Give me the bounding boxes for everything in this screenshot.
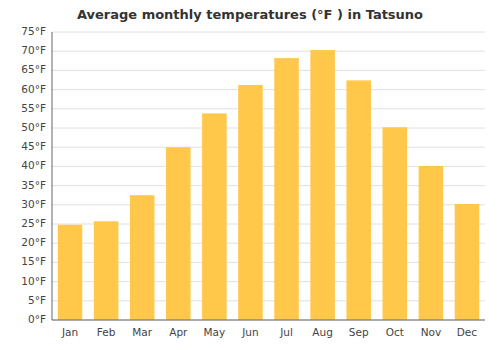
bar: [346, 80, 371, 320]
x-tick-label: Sep: [349, 326, 369, 338]
grid-line: [52, 128, 485, 129]
grid-line: [52, 147, 485, 148]
grid-line: [52, 70, 485, 71]
x-tick-label: May: [204, 326, 226, 338]
y-tick-label: 30°F: [21, 198, 46, 210]
y-tick-label: 70°F: [21, 44, 46, 56]
x-tick-label: Jul: [279, 326, 293, 338]
grid-line: [52, 32, 485, 33]
y-tick-label: 35°F: [21, 179, 46, 191]
bar: [310, 50, 335, 320]
grid-line: [52, 51, 485, 52]
grid-line: [52, 108, 485, 109]
bar: [274, 58, 299, 320]
x-tick-label: Jan: [61, 326, 78, 338]
x-tick-label: Nov: [421, 326, 442, 338]
bar: [58, 225, 83, 320]
y-tick-label: 0°F: [28, 313, 46, 325]
y-tick-label: 40°F: [21, 159, 46, 171]
bars: [58, 50, 479, 320]
title: Average monthly temperatures (°F ) in Ta…: [77, 7, 423, 22]
bar: [130, 195, 155, 320]
y-axis-line: [52, 32, 53, 320]
bar: [383, 127, 408, 320]
y-tick-label: 50°F: [21, 121, 46, 133]
x-tick-label: Jun: [241, 326, 258, 338]
bar: [202, 113, 227, 320]
chart-svg: Average monthly temperatures (°F ) in Ta…: [0, 0, 500, 350]
grid-line: [52, 89, 485, 90]
y-tick-label: 20°F: [21, 236, 46, 248]
bar: [238, 85, 263, 320]
x-tick-label: Apr: [169, 326, 188, 338]
bar: [166, 147, 191, 320]
bar: [419, 166, 444, 320]
y-tick-label: 25°F: [21, 217, 46, 229]
y-tick-label: 15°F: [21, 255, 46, 267]
x-axis: Jan Feb Mar Apr May Jun Jul Aug Sep Oct Nov Dec: [61, 326, 477, 338]
x-tick-label: Feb: [97, 326, 116, 338]
y-tick-label: 5°F: [28, 294, 46, 306]
chart-container: Average monthly temperatures (°F ) in Ta…: [0, 0, 500, 350]
y-tick-label: 60°F: [21, 83, 46, 95]
x-tick-label: Mar: [132, 326, 152, 338]
y-tick-label: 75°F: [21, 25, 46, 37]
x-tick-label: Oct: [386, 326, 404, 338]
bar: [94, 221, 119, 320]
bar: [455, 204, 480, 320]
x-axis-line: [52, 320, 485, 321]
x-tick-label: Dec: [457, 326, 478, 338]
y-tick-label: 55°F: [21, 102, 46, 114]
x-tick-label: Aug: [312, 326, 333, 338]
y-tick-label: 10°F: [21, 275, 46, 287]
y-axis: 0°F 5°F 10°F 15°F 20°F 25°F 30°F 35°F 40°F 45°F 50…: [21, 25, 485, 325]
y-tick-label: 45°F: [21, 140, 46, 152]
grid-line: [52, 320, 485, 321]
y-tick-label: 65°F: [21, 63, 46, 75]
